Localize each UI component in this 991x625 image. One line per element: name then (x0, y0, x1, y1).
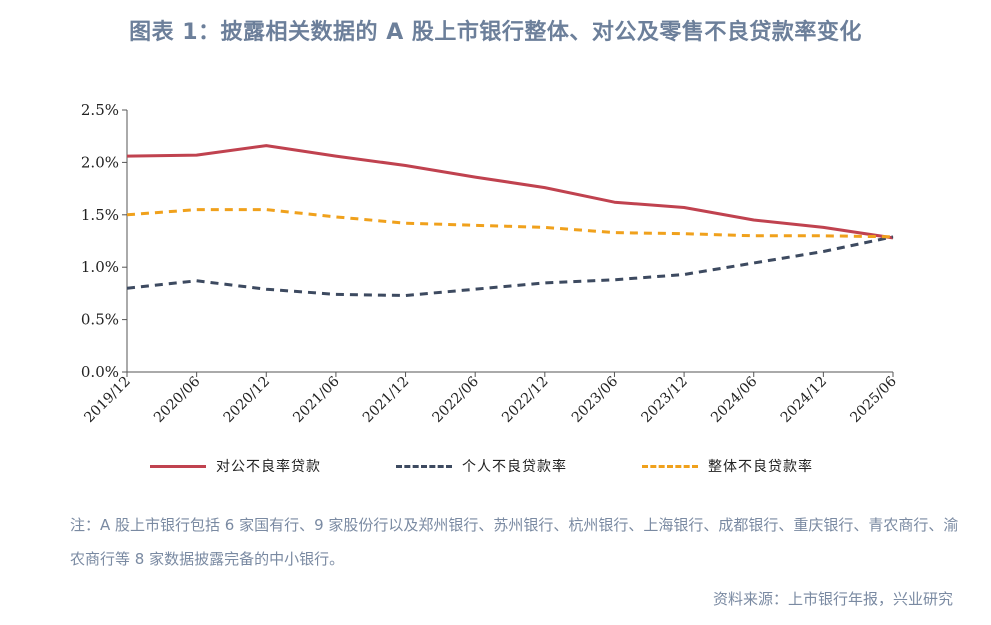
source-note: 资料来源：上市银行年报，兴业研究 (712, 590, 953, 608)
legend-swatch-corporate (150, 464, 206, 468)
axes (126, 110, 893, 373)
series-lines (126, 144, 894, 297)
legend-item-overall: 整体不良贷款率 (642, 455, 813, 477)
y-tick-label: 1.0% (81, 258, 119, 276)
footnote: 注：A 股上市银行包括 6 家国有行、9 家股份行以及郑州银行、苏州银行、杭州银… (70, 516, 959, 568)
y-tick-label: 0.0% (81, 363, 119, 381)
series-line-2 (126, 208, 894, 239)
x-tick-label: 2024/06 (708, 373, 761, 426)
chart-title: 图表 1：披露相关数据的 A 股上市银行整体、对公及零售不良贷款率变化 (129, 20, 862, 45)
y-tick-label: 2.5% (81, 101, 119, 119)
x-tick-label: 2022/12 (499, 374, 551, 426)
x-tick-label: 2023/06 (569, 373, 622, 426)
y-tick-labels: 0.0% 0.5% 1.0% 1.5% 2.0% 2.5% (81, 101, 127, 381)
x-tick-label: 2022/06 (430, 373, 483, 426)
legend-label-overall: 整体不良贷款率 (708, 459, 813, 475)
series-line-1 (126, 235, 894, 297)
y-tick-label: 2.0% (81, 153, 119, 171)
legend-swatch-personal (396, 464, 452, 468)
series-line-0 (126, 144, 894, 240)
legend-item-corporate: 对公不良率贷款 (150, 455, 321, 477)
x-tick-label: 2020/06 (151, 373, 204, 426)
x-tick-label: 2020/12 (221, 374, 273, 426)
y-tick-label: 1.5% (81, 206, 119, 224)
x-tick-label: 2021/06 (290, 373, 343, 426)
x-tick-label: 2021/12 (360, 374, 412, 426)
x-tick-label: 2025/06 (847, 373, 900, 426)
x-tick-label: 2024/12 (778, 374, 830, 426)
legend-item-personal: 个人不良贷款率 (396, 455, 567, 477)
legend: 对公不良率贷款 个人不良贷款率 整体不良贷款率 (150, 455, 890, 477)
x-tick-label: 2019/12 (81, 374, 133, 426)
x-tick-labels: 2019/12 2020/06 2020/12 2021/06 2021/12 2022/… (81, 372, 900, 426)
legend-label-corporate: 对公不良率贷款 (216, 459, 321, 475)
y-tick-label: 0.5% (81, 311, 119, 329)
legend-swatch-overall (642, 464, 698, 468)
legend-label-personal: 个人不良贷款率 (462, 459, 567, 475)
x-tick-label: 2023/12 (638, 374, 690, 426)
